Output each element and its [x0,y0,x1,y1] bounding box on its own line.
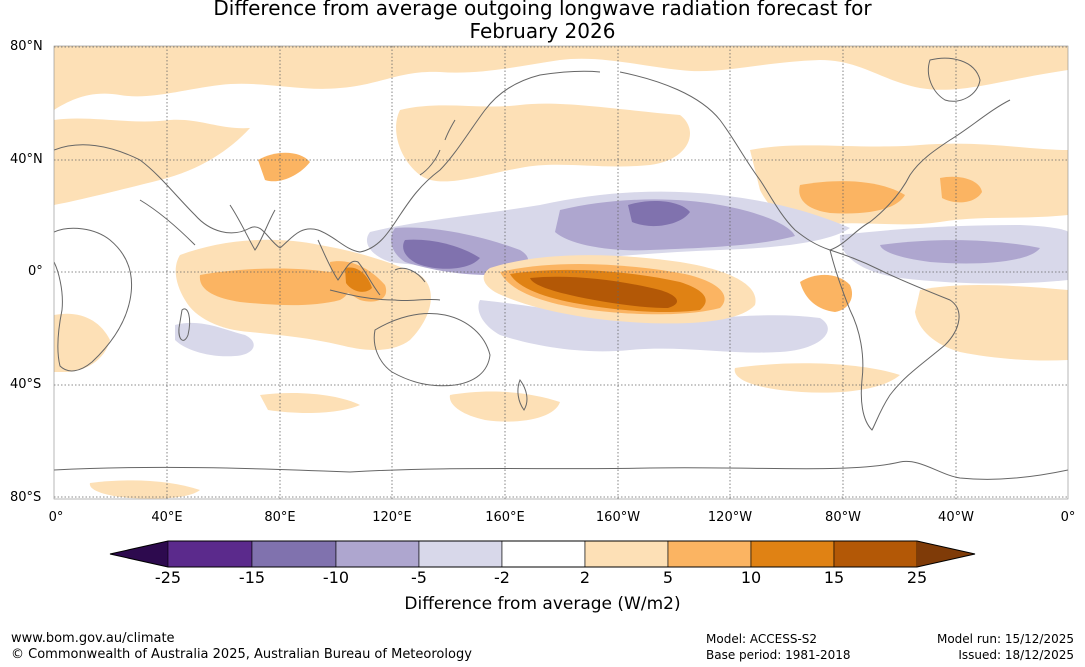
map-title-line1: Difference from average outgoing longwav… [213,0,872,20]
coast-new-zealand [517,378,528,411]
coast-africa [54,227,133,372]
footer-issued: Issued: 18/12/2025 [958,648,1074,662]
colorbar-swatch-6 [584,540,669,568]
colorbar-swatch-7 [667,540,752,568]
anomaly-south-america-positive [800,274,853,312]
colorbar-swatch-3 [335,540,420,568]
lon-label-40w: 40°W [938,510,974,525]
lat-label-equator: 0° [28,264,43,279]
anomaly-pacific-core [530,276,678,308]
colorbar-swatch-5 [501,540,586,568]
anomaly-south-atlantic-positive [915,285,1068,361]
anomaly-asia-north [54,118,250,205]
anomaly-indian-ocean-mid [199,268,349,306]
colorbar-label: Difference from average (W/m2) [404,594,681,614]
coast-north-america [619,71,1011,251]
coastlines [54,57,1068,480]
colorbar-tick-6: 2 [579,568,591,587]
graticule [54,46,1068,499]
footer-model-run: Model run: 15/12/2025 [936,632,1074,646]
coast-australia [373,312,491,387]
lon-label-0-east: 0° [1060,510,1076,525]
anomaly-atlantic-core [880,240,1040,264]
colorbar-tick-1: -25 [154,568,182,587]
anomaly-pacific-north [396,103,690,182]
anomaly-maritime-strong [345,267,372,292]
colorbar-tick-5: -2 [494,568,510,587]
anomaly-indian-negative [175,322,254,357]
colorbar-tick-3: -10 [322,568,350,587]
anomaly-north-america-mid [799,181,905,214]
colorbar-tick-2: -15 [238,568,266,587]
anomaly-nw-pacific-center [628,200,690,227]
footer-copyright: © Commonwealth of Australia 2025, Austra… [11,647,472,662]
anomaly-antarctic [89,480,200,499]
lat-label-80n: 80°N [10,39,43,54]
coast-se-asia [317,239,381,296]
lon-label-160w: 160°W [595,510,641,525]
colorbar-tick-4: -5 [411,568,427,587]
colorbar-max-extension [917,541,975,567]
anomaly-field [54,46,1068,499]
lon-label-120e: 120°E [372,510,412,525]
colorbar-min-extension [110,541,168,567]
colorbar-swatch-8 [750,540,835,568]
footer-website: www.bom.gov.au/climate [11,631,175,646]
anomaly-south-band [260,393,360,413]
lon-label-0: 0° [48,510,64,525]
coast-eurasia [54,70,601,253]
anomaly-nw-pacific-core [555,199,795,251]
lat-label-40s: 40°S [10,377,42,392]
lon-label-80w: 80°W [825,510,861,525]
colorbar-outline [109,540,976,568]
footer-base-period: Base period: 1981-2018 [706,648,851,662]
colorbar-tick-9: 15 [823,568,845,587]
colorbar-swatch-9 [833,540,918,568]
coast-arabia-india [139,199,276,251]
anomaly-atlantic-spot [940,176,982,203]
lon-label-80e: 80°E [264,510,296,525]
lon-label-160e: 160°E [485,510,525,525]
lon-label-40e: 40°E [151,510,183,525]
colorbar-tick-7: 5 [662,568,674,587]
coast-indonesia [329,267,441,302]
colorbar-tick-10: 25 [906,568,928,587]
anomaly-maritime-core [403,239,480,269]
anomaly-north-arctic [54,46,1068,110]
map-frame [53,45,1069,500]
footer-model: Model: ACCESS-S2 [706,632,818,646]
lat-label-80s: 80°S [10,490,42,505]
lon-label-120w: 120°W [707,510,753,525]
coast-south-america [829,249,960,431]
colorbar-tick-8: 10 [740,568,762,587]
map-title-line2: February 2026 [469,19,616,43]
colorbar-swatch-4 [418,540,503,568]
coast-greenland [927,57,981,102]
lat-label-40n: 40°N [10,152,43,167]
coast-madagascar [178,308,191,341]
colorbar-swatch-2 [251,540,337,568]
coast-antarctica [54,460,1068,480]
colorbar-swatch-1 [167,540,253,568]
coast-japan [419,119,456,176]
